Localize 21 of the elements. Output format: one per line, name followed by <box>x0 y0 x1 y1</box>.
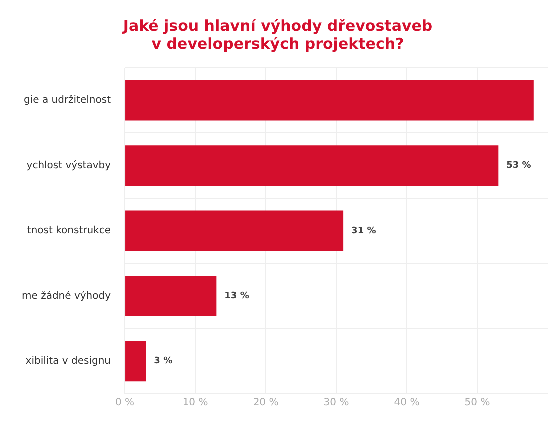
y-tick-label: me žádné výhody <box>22 290 112 302</box>
data-label: 13 % <box>224 292 250 302</box>
y-tick-label: ychlost výstavby <box>26 160 112 172</box>
bar <box>126 341 146 382</box>
y-tick-label: gie a udržitelnost <box>24 95 112 106</box>
y-tick-label: tnost konstrukce <box>27 226 112 237</box>
bar <box>126 146 499 186</box>
x-tick-label: 30 % <box>324 398 350 409</box>
x-tick-label: 20 % <box>253 398 279 409</box>
x-tick-label: 40 % <box>394 398 420 409</box>
x-tick-label: 0 % <box>116 398 135 409</box>
chart-title: Jaké jsou hlavní výhody dřevostaveb v developerských projektech? <box>122 16 433 53</box>
data-label: 53 % <box>506 161 532 172</box>
bar <box>126 80 534 121</box>
y-tick-label: xibilita v designu <box>26 356 112 367</box>
x-tick-label: 10 % <box>182 398 208 409</box>
x-tick-label: 50 % <box>464 398 490 409</box>
data-label: 3 % <box>154 356 173 367</box>
data-label: 31 % <box>352 226 376 236</box>
bar <box>126 276 217 316</box>
bar <box>126 210 344 252</box>
